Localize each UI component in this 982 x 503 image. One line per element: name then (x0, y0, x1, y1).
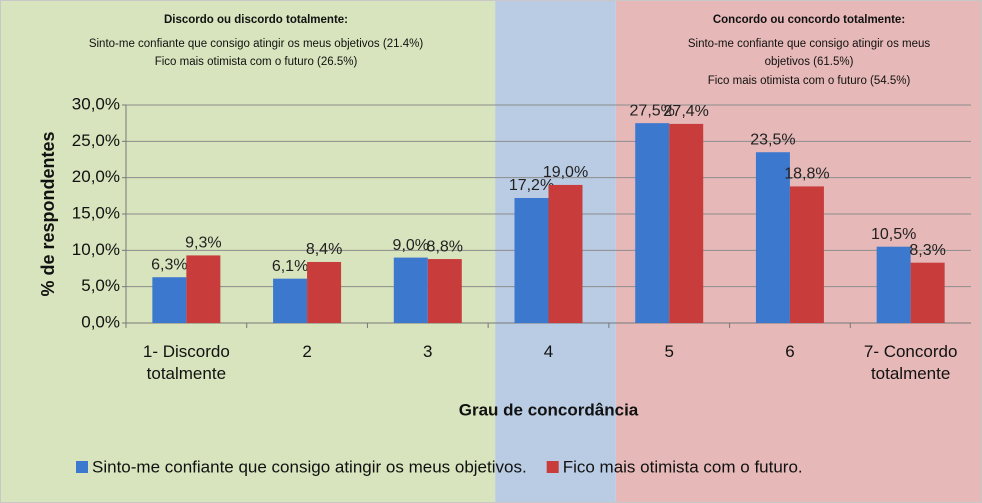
y-tick-label: 20,0% (72, 167, 120, 186)
bar (669, 123, 704, 323)
annotation: Discordo ou discordo totalmente: (164, 14, 348, 26)
data-label: 9,0% (393, 237, 429, 254)
legend-swatch (546, 461, 559, 473)
region-disagree (1, 1, 496, 502)
x-tick-label: 7- Concordo totalmente (863, 342, 958, 383)
data-label: 19,0% (543, 164, 588, 181)
data-label: 27,5% (630, 102, 675, 119)
annotation: Sinto-me confiante que consigo atingir o… (89, 38, 423, 50)
annotation: Fico mais otimista com o futuro (26.5%) (155, 56, 358, 68)
bar (393, 257, 428, 323)
bar (910, 262, 945, 323)
bar (514, 198, 549, 323)
y-axis-title: % de respondentes (38, 131, 58, 296)
x-tick-label: 1- Discordo totalmente (142, 342, 230, 383)
bar (789, 186, 824, 323)
data-label: 8,8% (427, 238, 463, 255)
data-label: 8,4% (306, 241, 342, 258)
annotation: Fico mais otimista com o futuro (54.5%) (708, 75, 911, 87)
data-label: 18,8% (784, 166, 829, 183)
annotation: Sinto-me confiante que consigo atingir o… (688, 38, 931, 50)
y-tick-label: 30,0% (72, 94, 120, 113)
bar (755, 152, 790, 323)
legend-label: Sinto-me confiante que consigo atingir o… (92, 457, 527, 476)
bar (876, 246, 911, 323)
x-tick-label: 4 (543, 342, 554, 361)
legend-label: Fico mais otimista com o futuro. (563, 457, 803, 476)
bar (548, 184, 583, 323)
annotation: objetivos (61.5%) (765, 56, 854, 68)
bar (152, 277, 187, 323)
data-label: 8,3% (909, 242, 945, 259)
bar (307, 261, 342, 323)
x-axis-title: Grau de concordância (459, 400, 639, 419)
y-tick-label: 25,0% (72, 131, 120, 150)
legend-swatch (76, 461, 88, 473)
x-tick-label: 6 (785, 342, 795, 361)
y-tick-label: 10,0% (72, 240, 120, 259)
bar (427, 259, 462, 323)
bar (186, 255, 221, 323)
x-tick-label: 5 (664, 342, 674, 361)
y-tick-label: 0,0% (81, 312, 120, 331)
annotation: Concordo ou concordo totalmente: (713, 14, 905, 26)
data-label: 23,5% (750, 131, 795, 148)
data-label: 17,2% (509, 177, 554, 194)
y-tick-label: 5,0% (81, 276, 120, 295)
data-label: 27,4% (664, 103, 709, 120)
y-tick-label: 15,0% (72, 203, 120, 222)
bar (635, 123, 670, 324)
x-tick-label: 2 (302, 342, 312, 361)
data-label: 6,1% (272, 258, 308, 275)
x-tick-label: 3 (423, 342, 433, 361)
data-label: 10,5% (871, 226, 916, 243)
data-label: 9,3% (185, 235, 221, 252)
bar (273, 278, 308, 323)
data-label: 6,3% (151, 256, 187, 273)
